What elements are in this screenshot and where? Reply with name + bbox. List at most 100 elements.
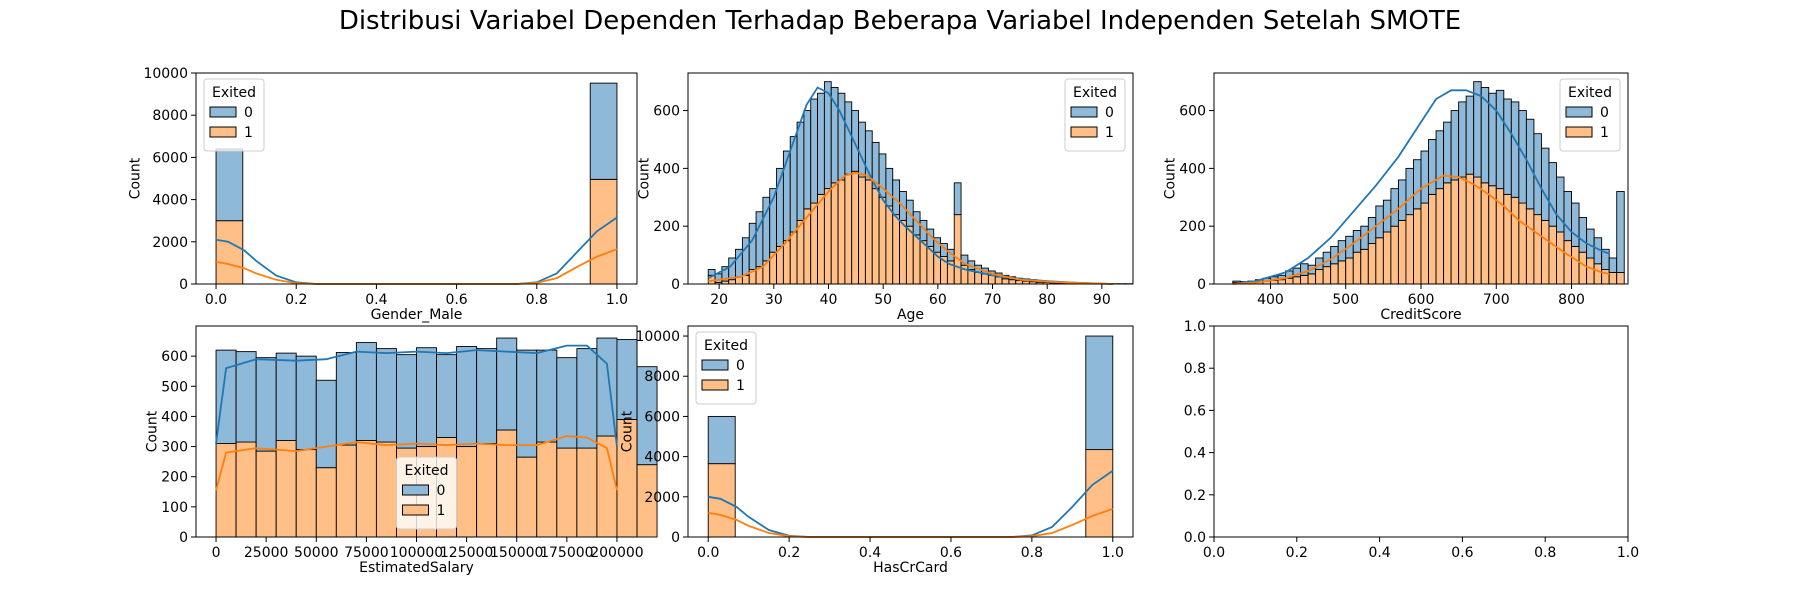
legend-swatch-0 [1565,106,1593,118]
bar-exited-1 [1533,214,1542,285]
bar-exited-0 [803,110,812,210]
bar-exited-0 [782,150,791,242]
bar-exited-0 [1556,176,1565,233]
bar-exited-0 [355,342,377,441]
y-tick-label: 2000 [152,235,188,251]
bar-exited-0 [1428,139,1437,195]
x-tick-label: 1.0 [1617,545,1639,561]
y-axis-label: Count [1163,157,1179,199]
bar-exited-0 [215,148,244,222]
y-tick-label: 1.0 [1184,319,1206,335]
subplot-1: 0.0 0.2 0.4 0.6 0.8 1.0 0 2000 4000 6000 8000 10000… [128,66,638,323]
bar-exited-1 [1390,225,1399,285]
y-tick-label: 0.6 [1184,403,1206,419]
legend-swatch-1 [1565,126,1593,138]
x-tick-label: 175000 [540,545,593,561]
bar-exited-1 [476,443,498,538]
bar-exited-1 [1616,271,1625,285]
legend-title: Exited [212,85,256,101]
axes-frame [687,72,1134,285]
legend-label-0: 0 [1600,105,1609,121]
bar-exited-0 [1443,121,1452,184]
bar-exited-0 [556,357,578,449]
bar-exited-0 [1533,133,1542,216]
x-tick-label: 0.6 [1451,545,1473,561]
bar-exited-0 [1450,110,1460,181]
bar-exited-1 [878,196,887,285]
bar-exited-1 [817,193,825,285]
bar-exited-1 [215,220,244,285]
legend-swatch-1 [209,126,237,138]
bar-exited-1 [912,234,921,285]
bar-exited-1 [1510,196,1520,285]
bar-exited-1 [315,467,337,538]
x-tick-label: 50 [874,292,892,308]
bar-exited-1 [1285,277,1294,285]
bar-exited-0 [851,110,860,172]
figure-title: Distribusi Variabel Dependen Terhadap Be… [338,6,1462,36]
bar-exited-0 [1540,147,1550,221]
bar-exited-0 [1458,101,1467,178]
x-tick-label: 1.0 [606,292,628,308]
bar-exited-1 [576,447,598,538]
x-tick-label: 0.2 [778,545,800,561]
bar-exited-1 [1413,208,1422,285]
legend-swatch-1 [701,379,729,391]
kde-line-exited-1 [215,248,618,285]
bar-exited-0 [748,222,757,270]
bar-exited-0 [1390,188,1399,227]
bar-exited-1 [1563,240,1572,285]
legend-label-0: 0 [437,483,446,499]
bar-exited-1 [919,240,928,285]
bar-exited-0 [335,352,357,446]
x-tick-label: 0.6 [445,292,467,308]
bar-exited-0 [436,354,458,438]
bar-exited-1 [1397,219,1407,285]
y-axis-label: Count [128,157,144,199]
y-axis-label: Count [637,157,653,199]
kde-line-exited-0 [215,344,618,447]
bar-exited-0 [295,355,317,451]
bar-exited-0 [1420,150,1429,204]
bar-exited-1 [864,179,873,285]
x-tick-label: 0.0 [205,292,227,308]
y-tick-label: 6000 [644,409,680,425]
bar-exited-1 [851,170,860,285]
kde-line-exited-0 [707,86,1113,285]
subplot-3: 400 500 600 700 8000200400600CreditScoreCoun… [1163,72,1629,323]
bar-exited-0 [536,349,558,443]
bar-exited-1 [994,276,1003,285]
bar-exited-0 [215,349,237,445]
bar-exited-1 [1345,257,1354,285]
bar-exited-0 [275,352,297,441]
bar-exited-1 [1300,274,1309,285]
bar-exited-0 [255,357,277,452]
bar-exited-0 [953,182,962,216]
x-tick-label: 50000 [294,545,339,561]
bar-exited-0 [1571,202,1580,247]
bar-exited-0 [741,237,750,276]
x-tick-label: 125000 [440,545,493,561]
bar-exited-1 [905,225,914,285]
y-tick-label: 400 [1179,161,1206,177]
bar-exited-1 [335,444,357,538]
bar-exited-0 [516,349,538,458]
y-axis-label: Count [145,410,161,452]
x-tick-label: 20 [710,292,728,308]
bar-exited-1 [1571,245,1580,285]
y-tick-label: 4000 [152,193,188,209]
x-tick-label: 0.8 [1534,545,1556,561]
bar-exited-0 [456,346,478,448]
y-tick-label: 0 [671,530,680,546]
bar-exited-1 [255,450,277,538]
y-tick-label: 200 [653,219,680,235]
y-tick-label: 600 [1179,104,1206,120]
bar-exited-1 [1375,237,1384,285]
bar-exited-0 [589,82,618,180]
y-tick-label: 0.0 [1184,530,1206,546]
x-tick-label: 0.8 [1021,545,1043,561]
legend-swatch-0 [209,106,237,118]
y-tick-label: 600 [161,349,188,365]
bar-exited-0 [844,101,853,175]
